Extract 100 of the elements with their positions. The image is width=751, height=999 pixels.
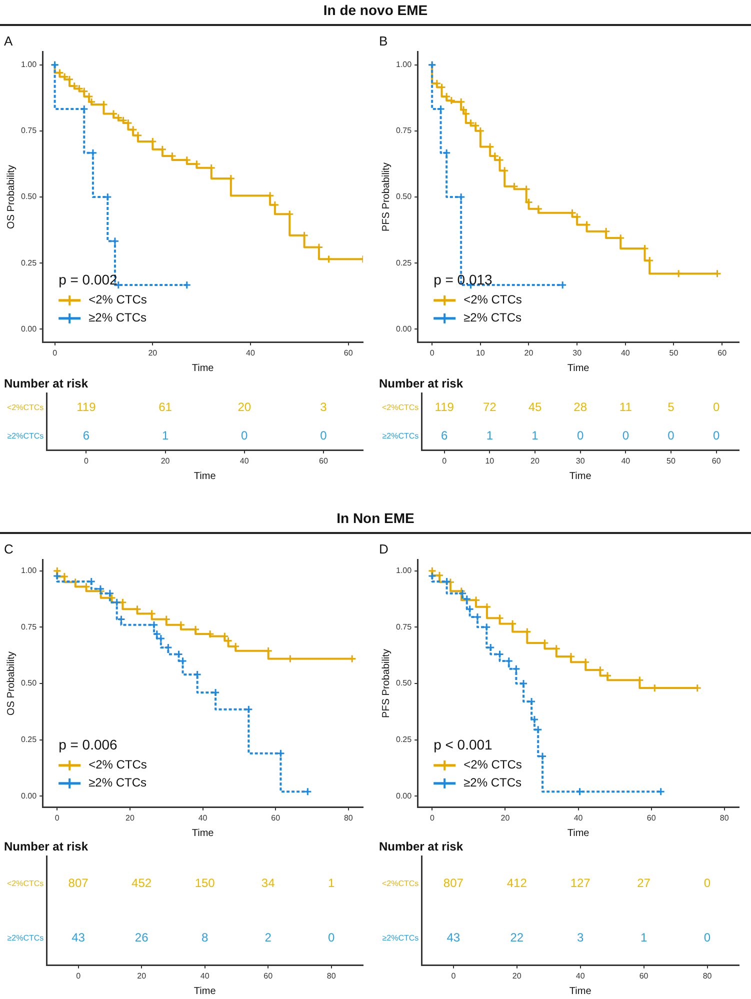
x-tick-label: 20 [524, 348, 534, 358]
x-tick-label: 20 [137, 971, 147, 980]
annotation: p < 0.001 [434, 736, 493, 752]
x-tick-label: 40 [240, 456, 250, 466]
x-tick-label: 60 [712, 456, 722, 466]
y-axis-title: OS Probability [6, 165, 17, 229]
data-label: 0 [576, 428, 584, 442]
x-tick-label: 20 [530, 456, 540, 466]
data-label: 6 [82, 428, 90, 442]
data-label: 0 [704, 876, 711, 890]
y-tick-label: 1.00 [396, 60, 412, 70]
chart-title: A [4, 33, 13, 48]
y-tick-label: 0.75 [396, 126, 412, 136]
y-tick-label: <2%CTCs [382, 402, 419, 412]
data-label: 28 [574, 400, 588, 414]
annotation: p = 0.013 [434, 271, 493, 288]
x-tick-label: 0 [76, 971, 82, 980]
data-label: 11 [619, 400, 632, 414]
legend-label: ≥2% CTCs [464, 310, 522, 325]
x-tick-label: 0 [430, 813, 435, 822]
y-tick-label: 0.50 [396, 678, 412, 688]
data-label: 27 [637, 876, 651, 890]
x-tick-label: 80 [720, 813, 730, 822]
y-tick-label: <2%CTCs [382, 878, 419, 888]
data-label: 2 [264, 930, 272, 944]
data-label: 34 [261, 876, 276, 890]
legend-label: <2% CTCs [464, 292, 522, 307]
x-axis-title: Time [569, 986, 592, 997]
x-tick-label: 20 [160, 456, 170, 466]
x-tick-label: 30 [576, 456, 586, 466]
x-tick-label: 0 [451, 971, 456, 980]
data-label: 0 [712, 400, 720, 414]
data-label: 0 [241, 428, 248, 442]
x-tick-label: 60 [344, 348, 354, 358]
x-axis-title: Time [194, 986, 216, 997]
y-tick-label: ≥2%CTCs [382, 933, 419, 942]
data-label: 119 [76, 400, 96, 414]
data-label: 8 [201, 930, 208, 944]
data-label: 0 [704, 930, 711, 944]
chart-title: B [379, 33, 388, 48]
legend-label: <2% CTCs [464, 758, 522, 772]
legend-label: ≥2% CTCs [88, 776, 147, 790]
y-tick-label: 0.50 [20, 678, 38, 688]
x-tick-label: 80 [344, 813, 354, 822]
x-tick-label: 80 [702, 971, 712, 980]
data-label: 1 [328, 876, 336, 890]
x-tick-label: 0 [84, 456, 89, 466]
chart-title: Number at risk [4, 840, 88, 854]
x-tick-label: 60 [264, 971, 274, 980]
x-tick-label: 60 [319, 456, 328, 466]
y-tick-label: ≥2%CTCs [382, 431, 419, 440]
x-tick-label: 40 [621, 456, 631, 466]
x-tick-label: 80 [326, 971, 336, 980]
y-tick-label: ≥2%CTCs [7, 431, 44, 440]
data-label: 6 [441, 428, 448, 442]
y-tick-label: 0.50 [396, 192, 412, 202]
data-label: 0 [712, 428, 720, 442]
x-tick-label: 20 [126, 813, 135, 822]
legend-label: ≥2% CTCs [464, 776, 522, 790]
x-tick-label: 40 [200, 971, 210, 980]
y-tick-label: <2%CTCs [6, 878, 44, 888]
y-axis-title: PFS Probability [380, 162, 392, 232]
data-label: 3 [576, 930, 584, 944]
x-tick-label: 0 [442, 456, 448, 466]
data-label: 43 [72, 930, 86, 944]
y-tick-label: 0.00 [396, 791, 412, 800]
data-label: 1 [640, 930, 648, 944]
y-tick-label: 0.75 [396, 622, 412, 632]
x-tick-label: 40 [246, 348, 256, 358]
legend-label: ≥2% CTCs [88, 310, 147, 325]
y-tick-label: 0.25 [20, 258, 38, 268]
data-label: 0 [668, 428, 675, 442]
data-label: 807 [443, 876, 464, 890]
x-axis-title: Time [192, 362, 214, 374]
data-label: 72 [482, 400, 497, 414]
data-label: 20 [238, 400, 252, 414]
y-tick-label: 0.75 [20, 622, 38, 632]
data-label: 5 [668, 400, 675, 414]
x-tick-label: 60 [271, 813, 281, 822]
data-label: 0 [320, 428, 328, 442]
x-tick-label: 60 [718, 348, 728, 358]
y-tick-label: 0.75 [20, 126, 38, 136]
x-axis-title: Time [192, 828, 214, 839]
x-tick-label: 60 [639, 971, 649, 980]
chart-title: C [4, 541, 14, 556]
y-axis-title: PFS Probability [380, 649, 392, 718]
data-label: 43 [446, 930, 460, 944]
x-tick-label: 40 [574, 813, 584, 822]
x-axis-title: Time [567, 828, 590, 839]
x-tick-label: 20 [148, 348, 158, 358]
data-label: 61 [158, 400, 172, 414]
annotation: p = 0.006 [58, 736, 118, 752]
data-label: 119 [434, 400, 454, 414]
data-label: 807 [68, 876, 89, 890]
x-tick-label: 20 [500, 813, 510, 822]
chart-title: Number at risk [379, 376, 464, 391]
data-label: 127 [570, 876, 591, 890]
y-tick-label: 1.00 [396, 566, 412, 576]
data-label: 150 [194, 876, 216, 890]
data-label: 3 [320, 400, 328, 414]
